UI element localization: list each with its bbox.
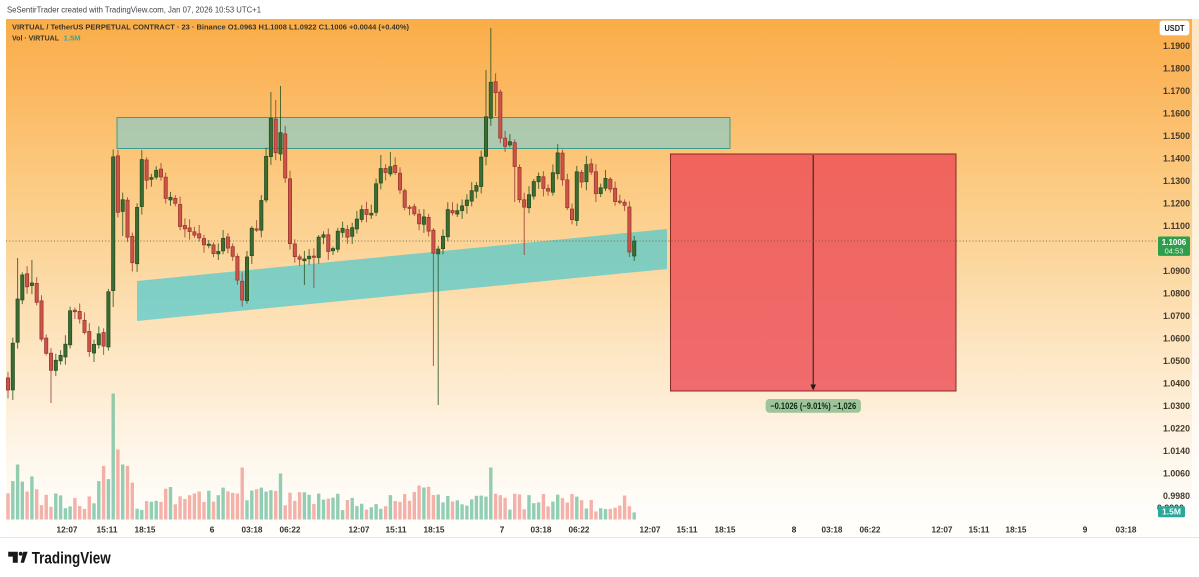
svg-text:12:07: 12:07 [932, 526, 953, 535]
svg-text:1.0300: 1.0300 [1163, 401, 1190, 411]
svg-text:15:11: 15:11 [386, 526, 407, 535]
svg-text:04:53: 04:53 [1165, 246, 1184, 255]
svg-text:12:07: 12:07 [349, 526, 370, 535]
svg-text:03:18: 03:18 [531, 526, 552, 535]
svg-text:1.0700: 1.0700 [1163, 311, 1190, 321]
svg-text:1.0220: 1.0220 [1163, 424, 1190, 434]
svg-text:06:22: 06:22 [569, 526, 590, 535]
svg-text:0.9980: 0.9980 [1163, 491, 1190, 501]
svg-text:1.0800: 1.0800 [1163, 289, 1190, 299]
svg-text:9: 9 [1083, 526, 1088, 535]
svg-text:03:18: 03:18 [242, 526, 263, 535]
svg-text:1.1800: 1.1800 [1163, 64, 1190, 74]
svg-text:8: 8 [792, 526, 797, 535]
svg-text:1.1600: 1.1600 [1163, 109, 1190, 119]
svg-text:USDT: USDT [1165, 24, 1185, 33]
svg-text:1.0060: 1.0060 [1163, 469, 1190, 479]
svg-text:1.1900: 1.1900 [1163, 41, 1190, 51]
svg-text:1.5M: 1.5M [64, 33, 81, 42]
svg-text:18:15: 18:15 [715, 526, 736, 535]
svg-text:VIRTUAL / TetherUS PERPETUAL C: VIRTUAL / TetherUS PERPETUAL CONTRACT · … [12, 23, 409, 32]
svg-text:1.1700: 1.1700 [1163, 86, 1190, 96]
svg-text:15:11: 15:11 [969, 526, 990, 535]
svg-text:15:11: 15:11 [97, 526, 118, 535]
svg-text:1.1200: 1.1200 [1163, 199, 1190, 209]
svg-text:TradingView: TradingView [32, 548, 112, 567]
svg-text:12:07: 12:07 [640, 526, 661, 535]
svg-text:6: 6 [210, 526, 215, 535]
svg-text:03:18: 03:18 [1116, 526, 1137, 535]
svg-text:1.1500: 1.1500 [1163, 131, 1190, 141]
svg-text:1.1400: 1.1400 [1163, 154, 1190, 164]
svg-text:Vol · VIRTUAL: Vol · VIRTUAL [12, 33, 59, 42]
svg-text:1.0900: 1.0900 [1163, 266, 1190, 276]
svg-text:1.1300: 1.1300 [1163, 176, 1190, 186]
svg-text:06:22: 06:22 [860, 526, 881, 535]
svg-text:1.0600: 1.0600 [1163, 334, 1190, 344]
svg-text:12:07: 12:07 [57, 526, 78, 535]
svg-text:03:18: 03:18 [822, 526, 843, 535]
svg-text:1.0140: 1.0140 [1163, 446, 1190, 456]
svg-text:1.0400: 1.0400 [1163, 379, 1190, 389]
svg-text:15:11: 15:11 [677, 526, 698, 535]
svg-text:18:15: 18:15 [135, 526, 156, 535]
svg-text:1.1100: 1.1100 [1163, 221, 1190, 231]
svg-text:1.5M: 1.5M [1162, 507, 1181, 517]
svg-text:1.1006: 1.1006 [1162, 238, 1187, 247]
svg-text:18:15: 18:15 [1006, 526, 1027, 535]
svg-text:−0.1026 (−9.01%) −1,026: −0.1026 (−9.01%) −1,026 [770, 401, 856, 411]
svg-text:7: 7 [500, 526, 505, 535]
svg-text:06:22: 06:22 [280, 526, 301, 535]
svg-text:SeSentirTrader created with Tr: SeSentirTrader created with TradingView.… [7, 4, 261, 14]
svg-text:18:15: 18:15 [424, 526, 445, 535]
svg-text:1.0500: 1.0500 [1163, 356, 1190, 366]
